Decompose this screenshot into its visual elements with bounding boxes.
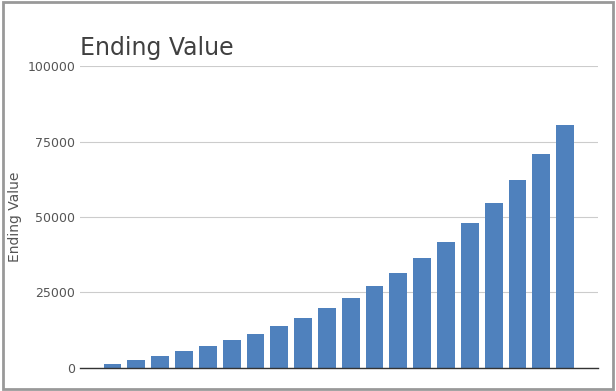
Bar [485,203,503,368]
Bar [556,125,574,368]
Bar [175,352,193,368]
Bar [437,242,455,368]
Bar [294,318,312,368]
Bar [152,356,169,368]
Bar [199,346,217,368]
Bar [128,361,145,368]
Bar [223,340,241,368]
Y-axis label: Ending Value: Ending Value [8,172,22,262]
Text: Ending Value: Ending Value [80,36,233,60]
Bar [365,286,383,368]
Bar [246,334,264,368]
Bar [342,298,360,368]
Bar [413,258,431,368]
Bar [461,223,479,368]
Bar [389,273,407,368]
Bar [318,308,336,368]
Bar [508,179,526,368]
Bar [532,154,550,368]
Bar [103,364,121,368]
Bar [270,326,288,368]
